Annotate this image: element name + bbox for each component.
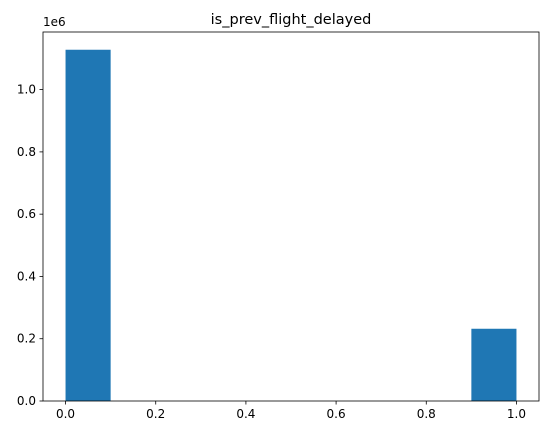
- plot-area: [43, 32, 539, 401]
- x-tick-label: 0.0: [56, 407, 75, 421]
- x-tick-label: 1.0: [507, 407, 526, 421]
- histogram-bar-1: [471, 328, 517, 401]
- y-tick-label: 0.8: [17, 145, 36, 159]
- y-tick-label: 0.2: [17, 332, 36, 346]
- y-offset-label: 1e6: [43, 15, 66, 29]
- y-tick-label: 0.6: [17, 207, 36, 221]
- plot-frame: [42, 31, 540, 402]
- x-tick-label: 0.4: [236, 407, 255, 421]
- chart-title: is_prev_flight_delayed: [211, 12, 372, 28]
- y-tick-label: 0.4: [17, 269, 36, 283]
- y-tick-label: 0.0: [17, 394, 36, 408]
- x-tick-label: 0.8: [417, 407, 436, 421]
- x-tick-label: 0.6: [327, 407, 346, 421]
- histogram-bar-0: [65, 49, 111, 402]
- y-tick-label: 1.0: [17, 83, 36, 97]
- x-tick-label: 0.2: [146, 407, 165, 421]
